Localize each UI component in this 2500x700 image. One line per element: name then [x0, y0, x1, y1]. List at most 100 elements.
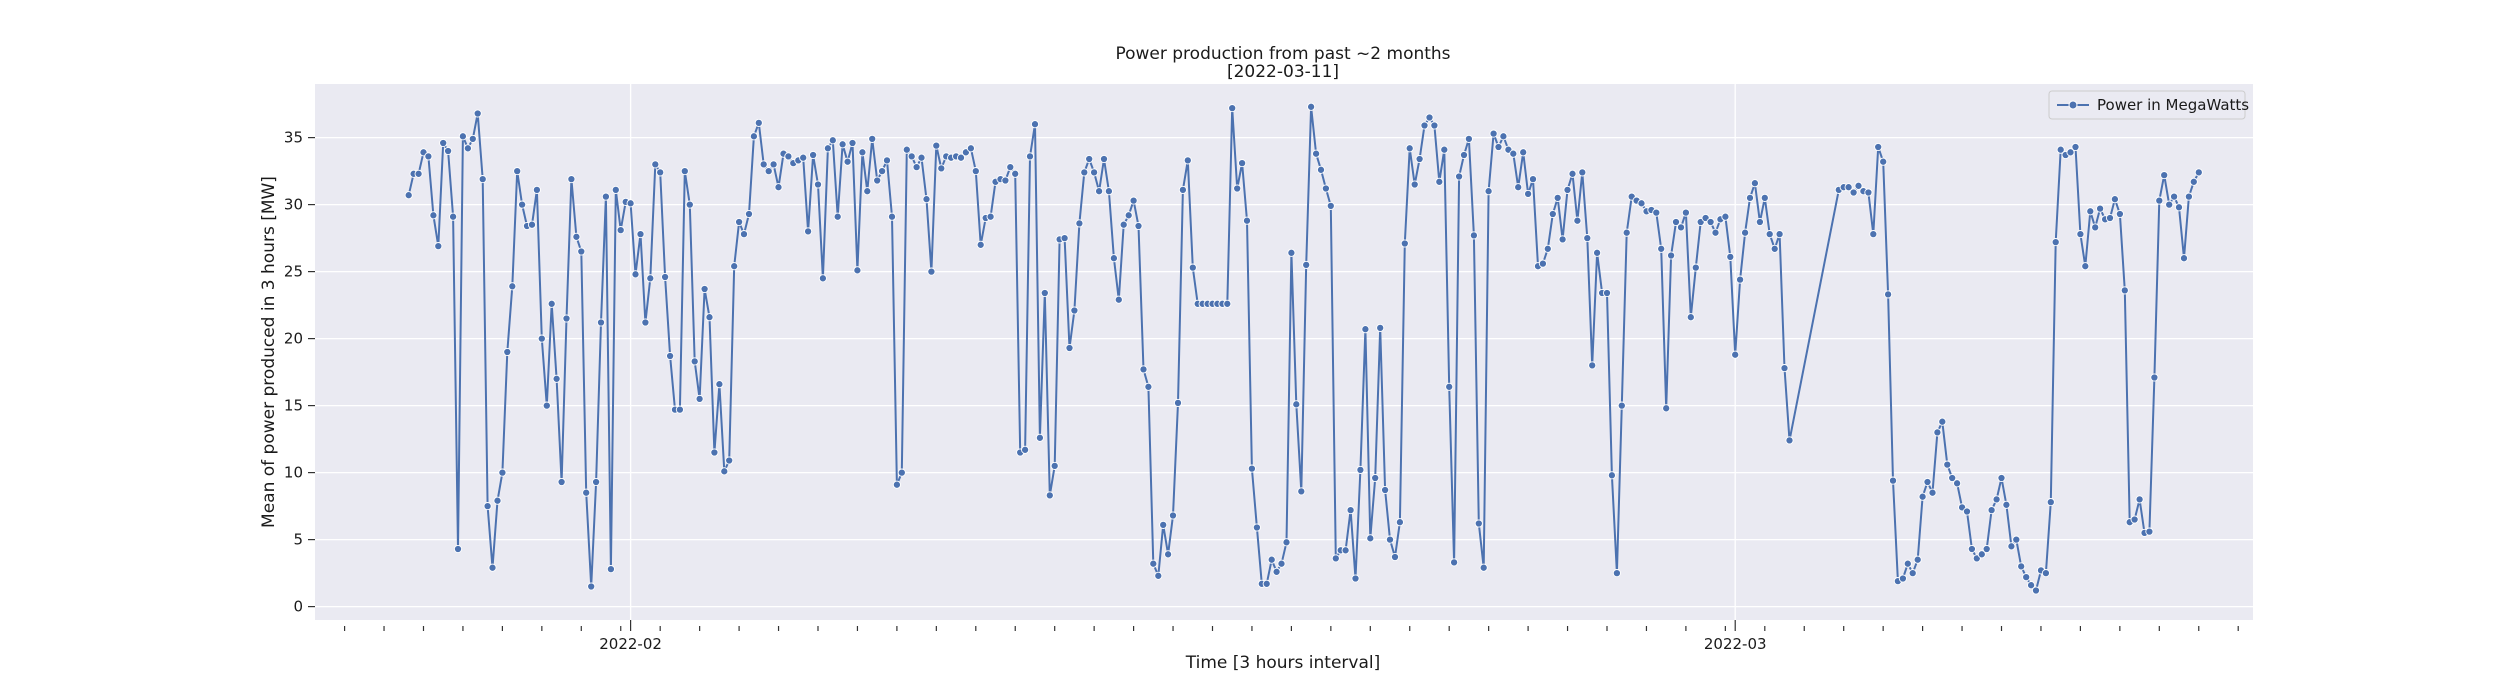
- data-point: [804, 227, 813, 236]
- data-point: [2165, 200, 2174, 209]
- data-point: [853, 266, 862, 275]
- data-point: [2170, 192, 2179, 201]
- data-point: [601, 192, 610, 201]
- data-point: [1183, 156, 1192, 165]
- data-point: [858, 148, 867, 157]
- data-point: [1953, 479, 1962, 488]
- data-point: [483, 502, 492, 511]
- data-point: [1381, 485, 1390, 495]
- data-point: [715, 380, 724, 389]
- data-point: [1686, 313, 1695, 322]
- data-point: [1528, 175, 1538, 184]
- data-point: [606, 565, 615, 574]
- data-point: [1750, 179, 1759, 188]
- data-point: [449, 212, 458, 221]
- data-point: [1657, 244, 1666, 253]
- data-point: [744, 209, 754, 219]
- y-tick-label: 10: [284, 464, 303, 482]
- data-point: [754, 118, 763, 127]
- data-point: [1095, 187, 1104, 196]
- data-point: [503, 347, 512, 357]
- data-point: [1721, 212, 1730, 221]
- data-point: [1262, 579, 1271, 588]
- data-point: [1913, 555, 1922, 564]
- data-point: [1617, 401, 1626, 410]
- data-point: [1494, 142, 1503, 152]
- data-point: [1371, 473, 1380, 483]
- data-point: [1011, 169, 1020, 178]
- data-point: [843, 157, 852, 166]
- data-point: [1149, 559, 1158, 568]
- data-point: [932, 141, 941, 150]
- data-point: [1780, 364, 1789, 373]
- data-point: [1282, 538, 1291, 547]
- data-point: [1602, 288, 1612, 298]
- data-point: [1923, 477, 1932, 487]
- data-point: [675, 405, 684, 414]
- y-tick-label: 15: [284, 397, 303, 415]
- data-point: [404, 191, 413, 200]
- data-point: [1607, 471, 1616, 480]
- data-point: [1943, 460, 1952, 469]
- data-point: [922, 195, 931, 204]
- data-point: [868, 134, 877, 143]
- data-point: [1489, 129, 1498, 138]
- data-point: [774, 183, 783, 192]
- data-point: [1307, 102, 1316, 111]
- y-tick-label: 5: [293, 531, 303, 549]
- data-point: [705, 313, 714, 322]
- data-point: [498, 468, 507, 477]
- data-point: [463, 144, 472, 153]
- y-tick-label: 25: [284, 263, 303, 281]
- data-point: [636, 230, 645, 239]
- y-tick-label: 20: [284, 330, 303, 348]
- data-point: [1879, 157, 1888, 166]
- data-point: [1987, 506, 1996, 515]
- data-point: [1459, 150, 1469, 160]
- data-point: [1272, 567, 1281, 576]
- data-point: [2160, 171, 2169, 180]
- data-point: [1612, 569, 1621, 578]
- data-point: [1484, 187, 1493, 196]
- data-point: [1356, 465, 1365, 474]
- data-point: [1583, 234, 1592, 243]
- x-tick-label: 2022-02: [599, 635, 662, 653]
- data-point: [2174, 203, 2184, 212]
- data-point: [1154, 571, 1163, 580]
- data-point: [784, 152, 793, 161]
- data-point: [1267, 555, 1276, 564]
- data-point: [1366, 534, 1375, 543]
- data-point: [473, 109, 482, 118]
- data-point: [2184, 192, 2193, 201]
- data-point: [1139, 365, 1148, 374]
- data-point: [2091, 223, 2100, 232]
- data-point: [1948, 473, 1957, 483]
- data-point: [666, 351, 675, 361]
- data-point: [572, 232, 581, 241]
- data-point: [1341, 546, 1350, 555]
- data-point: [1469, 231, 1478, 240]
- legend-marker-swatch: [2068, 100, 2078, 110]
- data-point: [1588, 361, 1597, 370]
- y-axis-label: Mean of power produced in 3 hours [MW]: [259, 176, 279, 528]
- legend-box: [2048, 90, 2246, 120]
- data-point: [1124, 211, 1133, 220]
- data-point: [848, 138, 857, 148]
- data-point: [1455, 172, 1464, 181]
- data-point: [661, 272, 670, 282]
- data-point: [735, 217, 744, 227]
- data-point: [616, 226, 625, 235]
- data-point: [937, 164, 946, 173]
- data-point: [1450, 558, 1459, 567]
- data-point: [1854, 181, 1863, 190]
- data-point: [1425, 113, 1434, 122]
- data-point: [1903, 559, 1912, 568]
- data-point: [1040, 288, 1049, 298]
- data-point: [1440, 145, 1449, 154]
- data-point: [1637, 199, 1646, 208]
- data-point: [537, 334, 546, 343]
- data-point: [557, 477, 566, 487]
- data-point: [1938, 417, 1947, 426]
- data-point: [2002, 500, 2011, 509]
- data-point: [1652, 208, 1661, 217]
